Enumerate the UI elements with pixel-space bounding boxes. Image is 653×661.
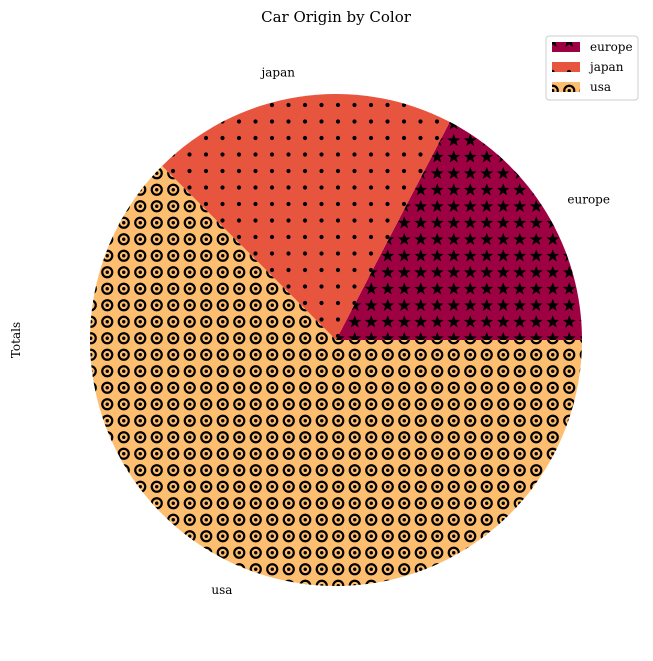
slice-label-europe: europe <box>567 193 610 207</box>
chart-title: Car Origin by Color <box>261 8 412 26</box>
pie-slice-hatch-usa <box>90 166 582 586</box>
pie-slice-hatch-europe <box>336 121 582 341</box>
pie-slice-hatch-japan <box>162 94 450 340</box>
slice-label-usa: usa <box>211 583 232 597</box>
pie-slice-labels: europe japan usa <box>211 66 610 598</box>
legend-swatch-hatch-usa <box>552 82 580 92</box>
legend-label-europe: europe <box>590 40 633 54</box>
legend-swatch-hatch-japan <box>552 62 580 72</box>
slice-label-japan: japan <box>260 66 296 80</box>
legend: europe japan usa <box>545 35 639 101</box>
pie-slices <box>90 94 582 586</box>
y-axis-label: Totals <box>9 322 23 358</box>
legend-label-japan: japan <box>588 60 624 74</box>
legend-label-usa: usa <box>590 80 611 94</box>
legend-swatch-hatch-europe <box>552 42 580 52</box>
